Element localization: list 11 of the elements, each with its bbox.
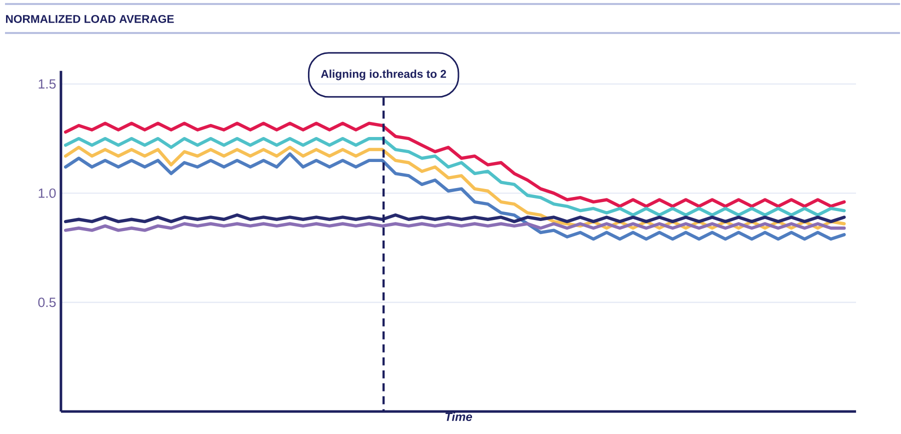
- y-tick-label: 1.5: [38, 80, 56, 89]
- line-series: [64, 137, 846, 217]
- x-axis-title: Time: [445, 412, 472, 422]
- line-series: [64, 152, 846, 241]
- line-series: [64, 122, 846, 208]
- annotation: Aligning io.threads to 2: [320, 70, 446, 80]
- line-series: [64, 214, 846, 224]
- chart-title: NORMALIZED LOAD AVERAGE: [6, 15, 174, 24]
- y-tick-label: 0.5: [38, 298, 56, 308]
- y-tick-label: 1.0: [38, 188, 56, 198]
- line-series: [64, 222, 846, 232]
